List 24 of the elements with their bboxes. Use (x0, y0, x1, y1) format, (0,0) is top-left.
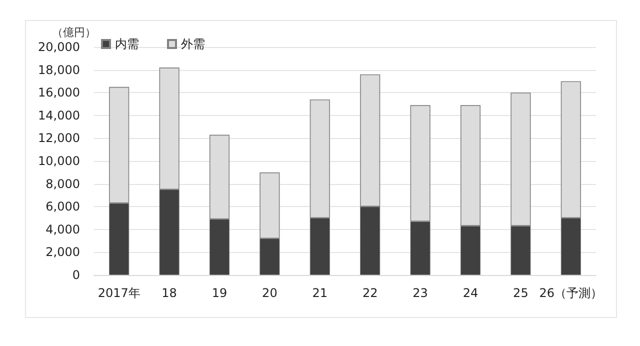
legend-label: 外需 (181, 37, 205, 51)
x-tick-label: 23 (412, 286, 428, 300)
y-tick-label: 6,000 (46, 200, 80, 214)
x-tick-label: 25 (513, 286, 528, 300)
y-tick-label: 14,000 (38, 108, 80, 122)
y-tick-label: 12,000 (38, 131, 80, 146)
legend-label: 内需 (115, 37, 139, 51)
y-tick-label: 0 (72, 268, 80, 282)
y-axis-title: （億円） (52, 26, 96, 39)
x-tick-label: 19 (212, 286, 228, 300)
y-tick-label: 8,000 (46, 176, 80, 191)
y-tick-label: 18,000 (38, 62, 80, 77)
y-tick-label: 20,000 (38, 40, 80, 54)
x-tick-label: 21 (312, 286, 328, 300)
y-tick-label: 4,000 (46, 222, 80, 236)
x-tick-label: 22 (362, 286, 378, 300)
x-tick-label: 20 (262, 286, 278, 300)
y-tick-label: 2,000 (46, 245, 80, 260)
x-tick-label: 18 (162, 286, 177, 300)
y-tick-label: 10,000 (38, 154, 80, 168)
y-tick-label: 16,000 (38, 86, 80, 100)
x-tick-label: 26（予測） (539, 286, 603, 300)
x-tick-label: 2017年 (98, 286, 140, 300)
x-tick-label: 24 (462, 286, 478, 300)
